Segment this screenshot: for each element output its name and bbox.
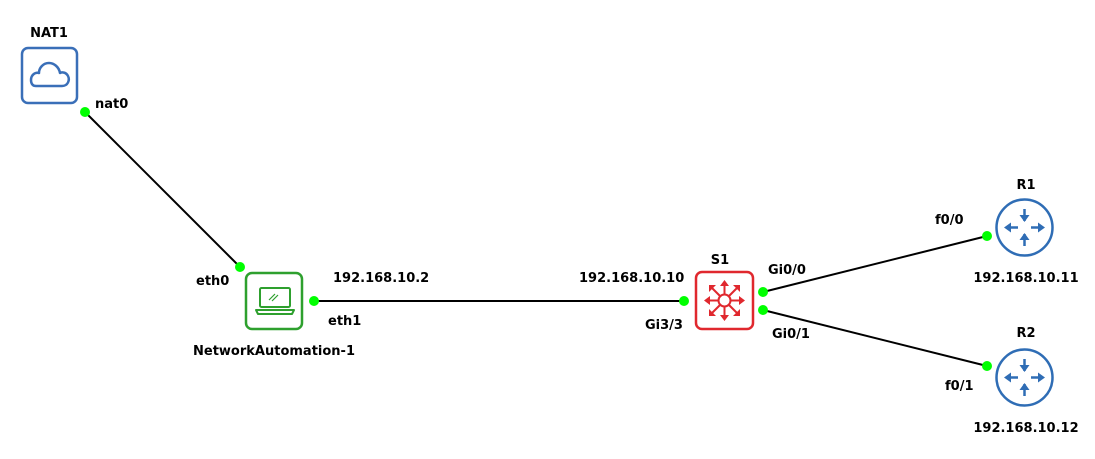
ip-label-host-eth1: 192.168.10.2 [333, 271, 429, 286]
ip-label-s1-gi3-3: 192.168.10.10 [579, 271, 684, 286]
port-indicator-nat0 [80, 107, 90, 117]
ip-label-r1: 192.168.10.11 [973, 271, 1078, 286]
node-label-r2: R2 [1016, 326, 1035, 341]
node-s1[interactable]: S1 [694, 253, 755, 331]
node-label-r1: R1 [1016, 178, 1035, 193]
port-indicator-gi3-3 [679, 296, 689, 306]
link-s1-r1[interactable] [762, 235, 988, 293]
port-indicator-eth0 [235, 262, 245, 272]
port-label-eth1: eth1 [328, 314, 361, 329]
port-indicator-f0-0 [982, 231, 992, 241]
node-label-s1: S1 [711, 253, 729, 268]
router-icon [995, 348, 1054, 407]
node-networkautomation-1[interactable]: NetworkAutomation-1 [193, 271, 355, 359]
port-label-gi0-0: Gi0/0 [768, 263, 806, 278]
port-indicator-gi0-0 [758, 287, 768, 297]
port-label-nat0: nat0 [95, 97, 128, 112]
ip-label-r2: 192.168.10.12 [973, 421, 1078, 436]
port-indicator-gi0-1 [758, 305, 768, 315]
laptop-icon [244, 271, 304, 331]
node-r1[interactable]: R1 192.168.10.11 [973, 178, 1078, 286]
node-r2[interactable]: R2 192.168.10.12 [973, 326, 1078, 436]
router-icon [995, 198, 1054, 257]
port-indicator-f0-1 [982, 361, 992, 371]
node-nat1[interactable]: NAT1 [20, 26, 79, 105]
port-label-eth0: eth0 [196, 274, 229, 289]
node-label-nat1: NAT1 [30, 26, 68, 41]
port-label-gi0-1: Gi0/1 [772, 327, 810, 342]
link-nat1-host[interactable] [84, 111, 241, 268]
node-label-networkautomation-1: NetworkAutomation-1 [193, 344, 355, 359]
cloud-icon [20, 46, 79, 105]
port-label-f0-1: f0/1 [945, 379, 974, 394]
port-indicator-eth1 [309, 296, 319, 306]
port-label-f0-0: f0/0 [935, 213, 964, 228]
link-s1-r2[interactable] [762, 309, 988, 367]
port-label-gi3-3: Gi3/3 [645, 318, 683, 333]
multilayer-switch-icon [694, 270, 755, 331]
